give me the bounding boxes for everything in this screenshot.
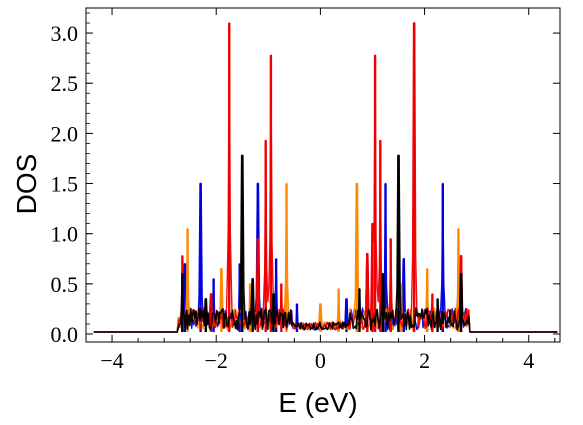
y-tick-label: 1.5 [51,172,79,197]
x-tick-label: −4 [100,348,123,373]
x-tick-label: 0 [315,348,326,373]
series-line-1 [93,182,558,333]
y-tick-label: 3.0 [51,21,79,46]
axes-layer: −4 −2 0 2 4 0.0 0.5 1.0 1.5 2.0 2.5 3.0 [51,8,560,373]
plot-area [85,7,561,343]
series-line-2 [93,22,558,333]
y-axis-label: DOS [11,154,42,215]
x-tick-label: 4 [523,348,534,373]
y-tick-label: 0.5 [51,272,79,297]
y-tick-label: 1.0 [51,222,79,247]
plot-frame [85,7,561,343]
y-tick-label: 2.5 [51,71,79,96]
y-tick-label: 2.0 [51,121,79,146]
x-tick-label: −2 [205,348,228,373]
y-tick-label: 0.0 [51,322,79,347]
series-layer [93,22,558,333]
series-line-3 [93,154,558,333]
series-line-0 [93,182,558,333]
x-tick-label: 2 [419,348,430,373]
x-axis-label: E (eV) [278,387,357,418]
